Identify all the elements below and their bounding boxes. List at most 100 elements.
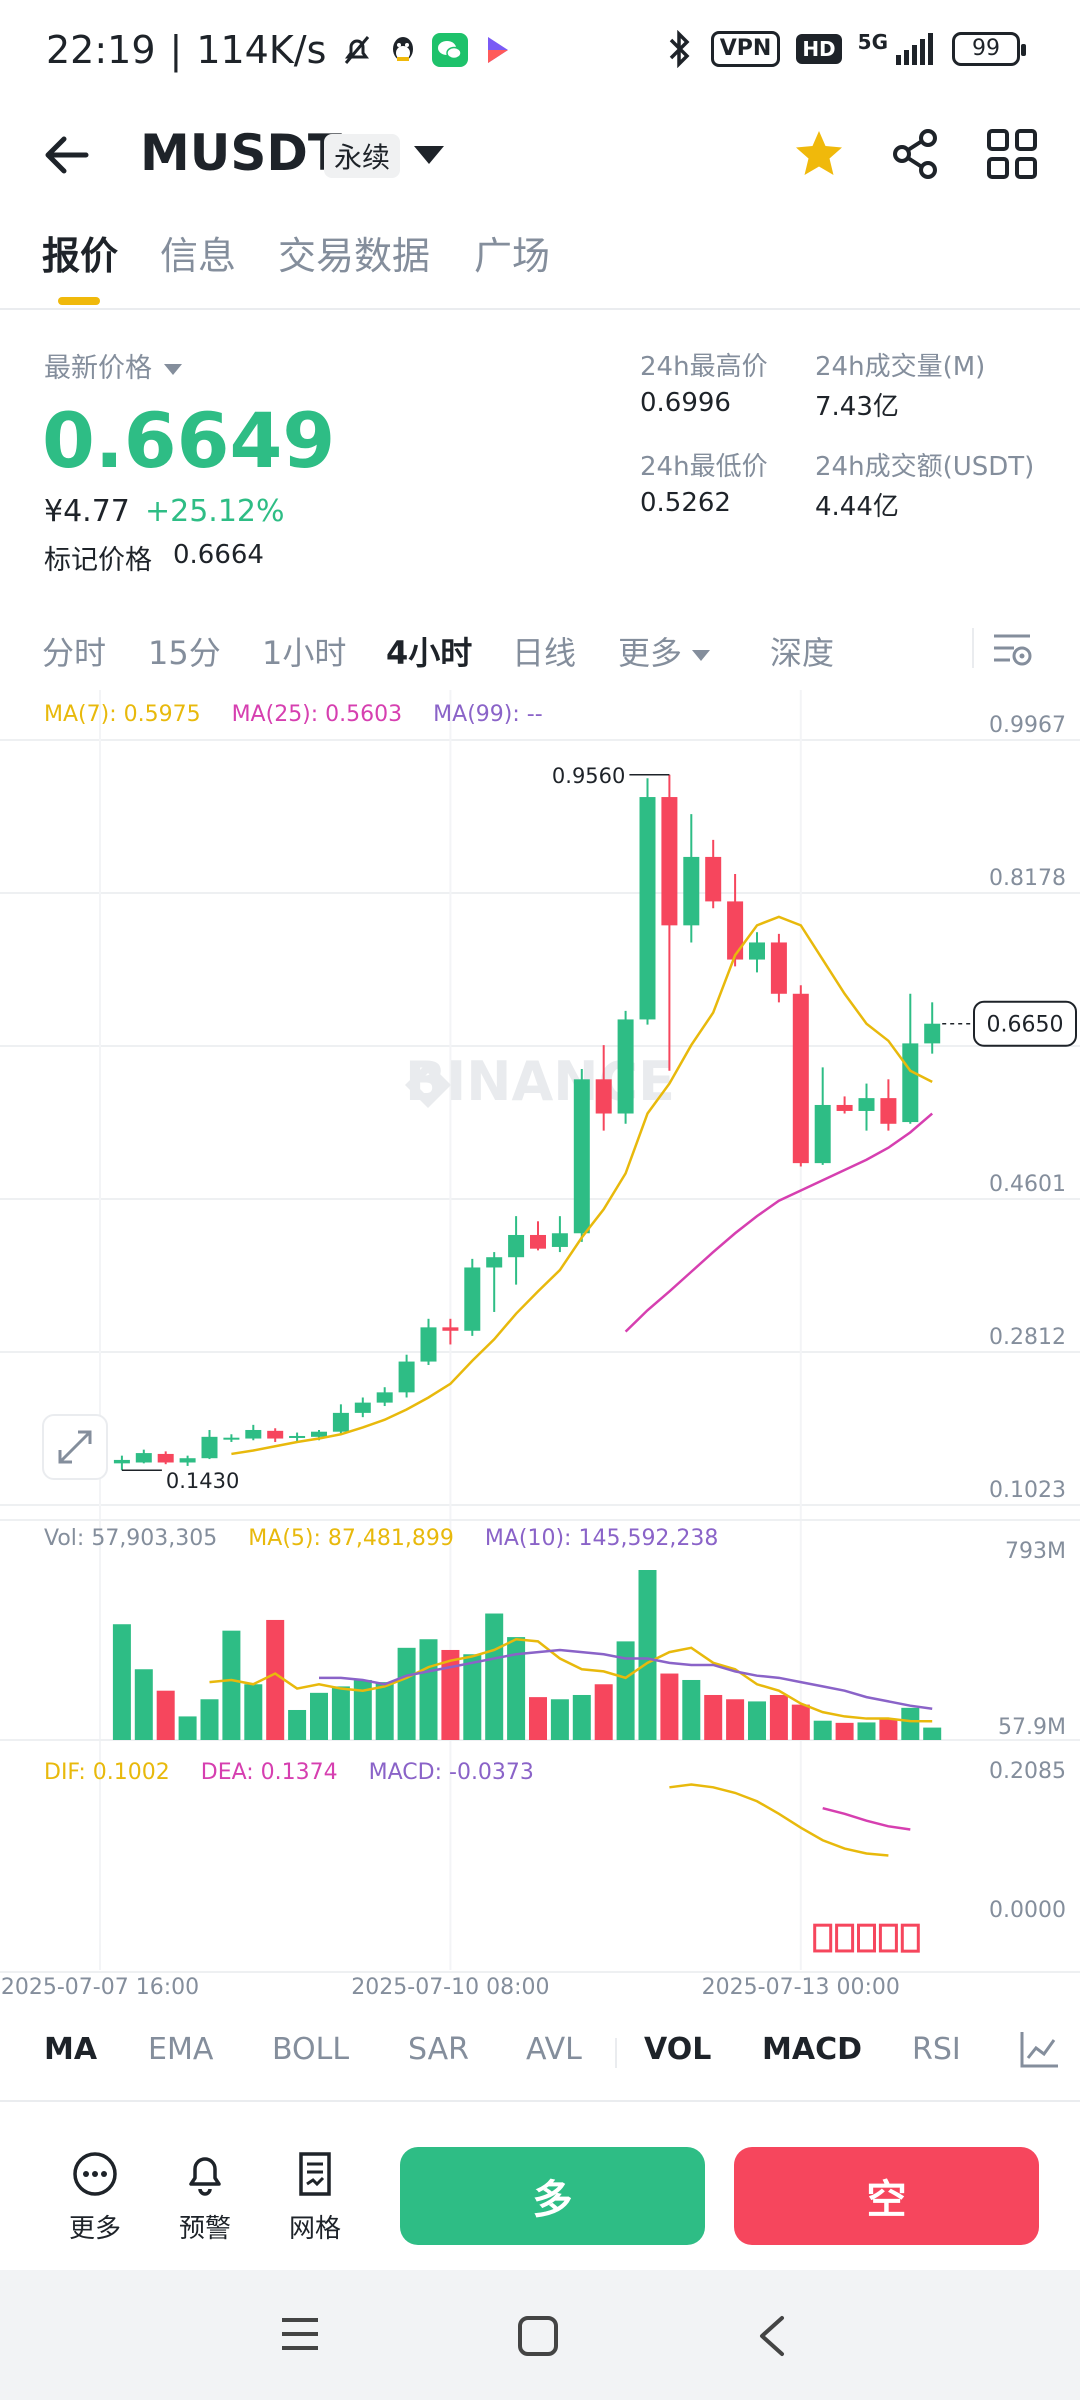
main-tabs: 报价 信息 交易数据 广场 bbox=[0, 225, 1080, 310]
candle-body bbox=[464, 1267, 481, 1331]
bluetooth-icon bbox=[669, 30, 690, 68]
candle-body bbox=[354, 1402, 371, 1413]
indicator-rsi[interactable]: RSI bbox=[912, 2032, 961, 2067]
volume-bar bbox=[791, 1704, 810, 1740]
volume-bar bbox=[879, 1718, 898, 1740]
interval-4h[interactable]: 4小时 bbox=[386, 634, 473, 672]
interval-more[interactable]: 更多 bbox=[618, 628, 711, 674]
volume-bar bbox=[682, 1679, 701, 1740]
macd-histogram-bar bbox=[835, 1923, 855, 1953]
candle-body bbox=[551, 1233, 568, 1247]
volume-bar bbox=[463, 1654, 482, 1740]
cny-price: ¥4.77 bbox=[44, 494, 130, 529]
volume-ma5-line bbox=[209, 1637, 933, 1723]
more-action[interactable]: 更多 bbox=[50, 2150, 140, 2245]
chart-settings-icon[interactable] bbox=[990, 628, 1034, 672]
candle-body bbox=[749, 942, 765, 960]
status-right: VPN HD 5G 99 bbox=[665, 30, 1026, 68]
indicator-vol[interactable]: VOL bbox=[644, 2032, 712, 2067]
tab-trading-data[interactable]: 交易数据 bbox=[278, 234, 431, 278]
short-button[interactable]: 空 bbox=[734, 2147, 1039, 2245]
volume-bar bbox=[901, 1707, 920, 1740]
grid-bot-icon bbox=[299, 2152, 331, 2196]
status-divider: | bbox=[169, 28, 183, 72]
candle-body bbox=[770, 942, 787, 994]
tab-quote[interactable]: 报价 bbox=[42, 234, 119, 278]
chart-area[interactable]: 0.99670.81780.63900.46010.28120.1023BINA… bbox=[0, 690, 1080, 2010]
volume-bar bbox=[244, 1684, 263, 1740]
signal-icon bbox=[896, 33, 933, 65]
volume-bar bbox=[353, 1679, 372, 1740]
menu-nav-icon[interactable] bbox=[278, 2314, 322, 2354]
indicator-settings-icon[interactable] bbox=[1018, 2030, 1060, 2070]
tab-info[interactable]: 信息 bbox=[160, 234, 237, 278]
symbol-dropdown-icon[interactable] bbox=[414, 146, 444, 164]
share-icon[interactable] bbox=[890, 128, 942, 180]
grid-menu-icon[interactable] bbox=[986, 128, 1038, 180]
indicator-ma[interactable]: MA bbox=[44, 2032, 98, 2067]
candle-body bbox=[508, 1234, 525, 1258]
home-nav-icon[interactable] bbox=[516, 2314, 560, 2358]
system-nav-bar bbox=[0, 2270, 1080, 2400]
fullscreen-button[interactable] bbox=[42, 1414, 108, 1480]
ma25-line bbox=[624, 1112, 934, 1333]
mark-price-value: 0.6664 bbox=[173, 540, 264, 570]
divider bbox=[0, 308, 1080, 310]
candle-body bbox=[223, 1437, 240, 1440]
dea-line bbox=[822, 1806, 911, 1831]
indicator-bar: MA EMA BOLL SAR AVL VOL MACD RSI bbox=[0, 2020, 1080, 2080]
depth-tab[interactable]: 深度 bbox=[770, 634, 835, 672]
vol-24h-value: 7.43亿 bbox=[815, 392, 899, 422]
tab-square[interactable]: 广场 bbox=[474, 234, 551, 278]
candlestick-chart[interactable]: 0.99670.81780.63900.46010.28120.1023BINA… bbox=[0, 690, 1080, 2010]
favorite-star-icon[interactable] bbox=[792, 128, 846, 180]
network-type: 5G bbox=[857, 30, 888, 54]
indicator-macd[interactable]: MACD bbox=[762, 2032, 862, 2067]
alert-label: 预警 bbox=[178, 2214, 231, 2244]
grid-action[interactable]: 网格 bbox=[270, 2150, 360, 2245]
dif-legend: DIF: 0.1002 bbox=[44, 1760, 170, 1785]
volume-bar bbox=[660, 1673, 679, 1740]
high-24h-label: 24h最高价 bbox=[640, 352, 768, 382]
grid-label: 网格 bbox=[288, 2214, 341, 2244]
candle-body bbox=[201, 1436, 218, 1459]
volume-bar bbox=[594, 1684, 613, 1740]
candle-body bbox=[639, 797, 656, 1020]
alert-action[interactable]: 预警 bbox=[160, 2150, 250, 2245]
indicator-avl[interactable]: AVL bbox=[526, 2032, 582, 2067]
indicator-boll[interactable]: BOLL bbox=[272, 2032, 350, 2067]
candle-body bbox=[595, 1079, 612, 1114]
candle-body bbox=[311, 1431, 327, 1437]
volume-bar bbox=[310, 1692, 328, 1740]
long-button[interactable]: 多 bbox=[400, 2147, 705, 2245]
current-price-label: 0.6650 bbox=[987, 1013, 1064, 1038]
back-arrow-icon[interactable] bbox=[40, 130, 96, 180]
volume-bar bbox=[331, 1686, 350, 1740]
candle-body bbox=[267, 1430, 284, 1439]
interval-15m[interactable]: 15分 bbox=[148, 634, 221, 672]
volume-bar bbox=[419, 1639, 438, 1740]
time-axis-label: 2025-07-10 08:00 bbox=[351, 1975, 549, 2000]
status-speed: 114K/s bbox=[196, 28, 327, 72]
candle-body bbox=[617, 1019, 634, 1114]
symbol-title[interactable]: MUSDT bbox=[140, 124, 342, 182]
battery-indicator: 99 bbox=[952, 32, 1026, 66]
back-nav-icon[interactable] bbox=[752, 2314, 792, 2358]
volume-bar bbox=[288, 1709, 307, 1740]
indicator-ema[interactable]: EMA bbox=[148, 2032, 214, 2067]
interval-line[interactable]: 分时 bbox=[42, 634, 107, 672]
candle-body bbox=[836, 1104, 853, 1111]
last-price-label[interactable]: 最新价格 bbox=[44, 346, 182, 385]
volume-bar bbox=[550, 1699, 569, 1740]
macd-histogram-bar bbox=[900, 1923, 920, 1953]
low-24h-value: 0.5262 bbox=[640, 488, 731, 518]
volume-bar bbox=[769, 1694, 788, 1740]
interval-1h[interactable]: 1小时 bbox=[262, 634, 347, 672]
qq-icon bbox=[393, 37, 414, 61]
interval-1d[interactable]: 日线 bbox=[512, 634, 577, 672]
price-change-percent: +25.12% bbox=[145, 494, 285, 529]
ma99-legend: MA(99): -- bbox=[433, 702, 543, 727]
candle-body bbox=[880, 1098, 897, 1124]
macd-value-legend: MACD: -0.0373 bbox=[368, 1760, 534, 1785]
indicator-sar[interactable]: SAR bbox=[408, 2032, 469, 2067]
